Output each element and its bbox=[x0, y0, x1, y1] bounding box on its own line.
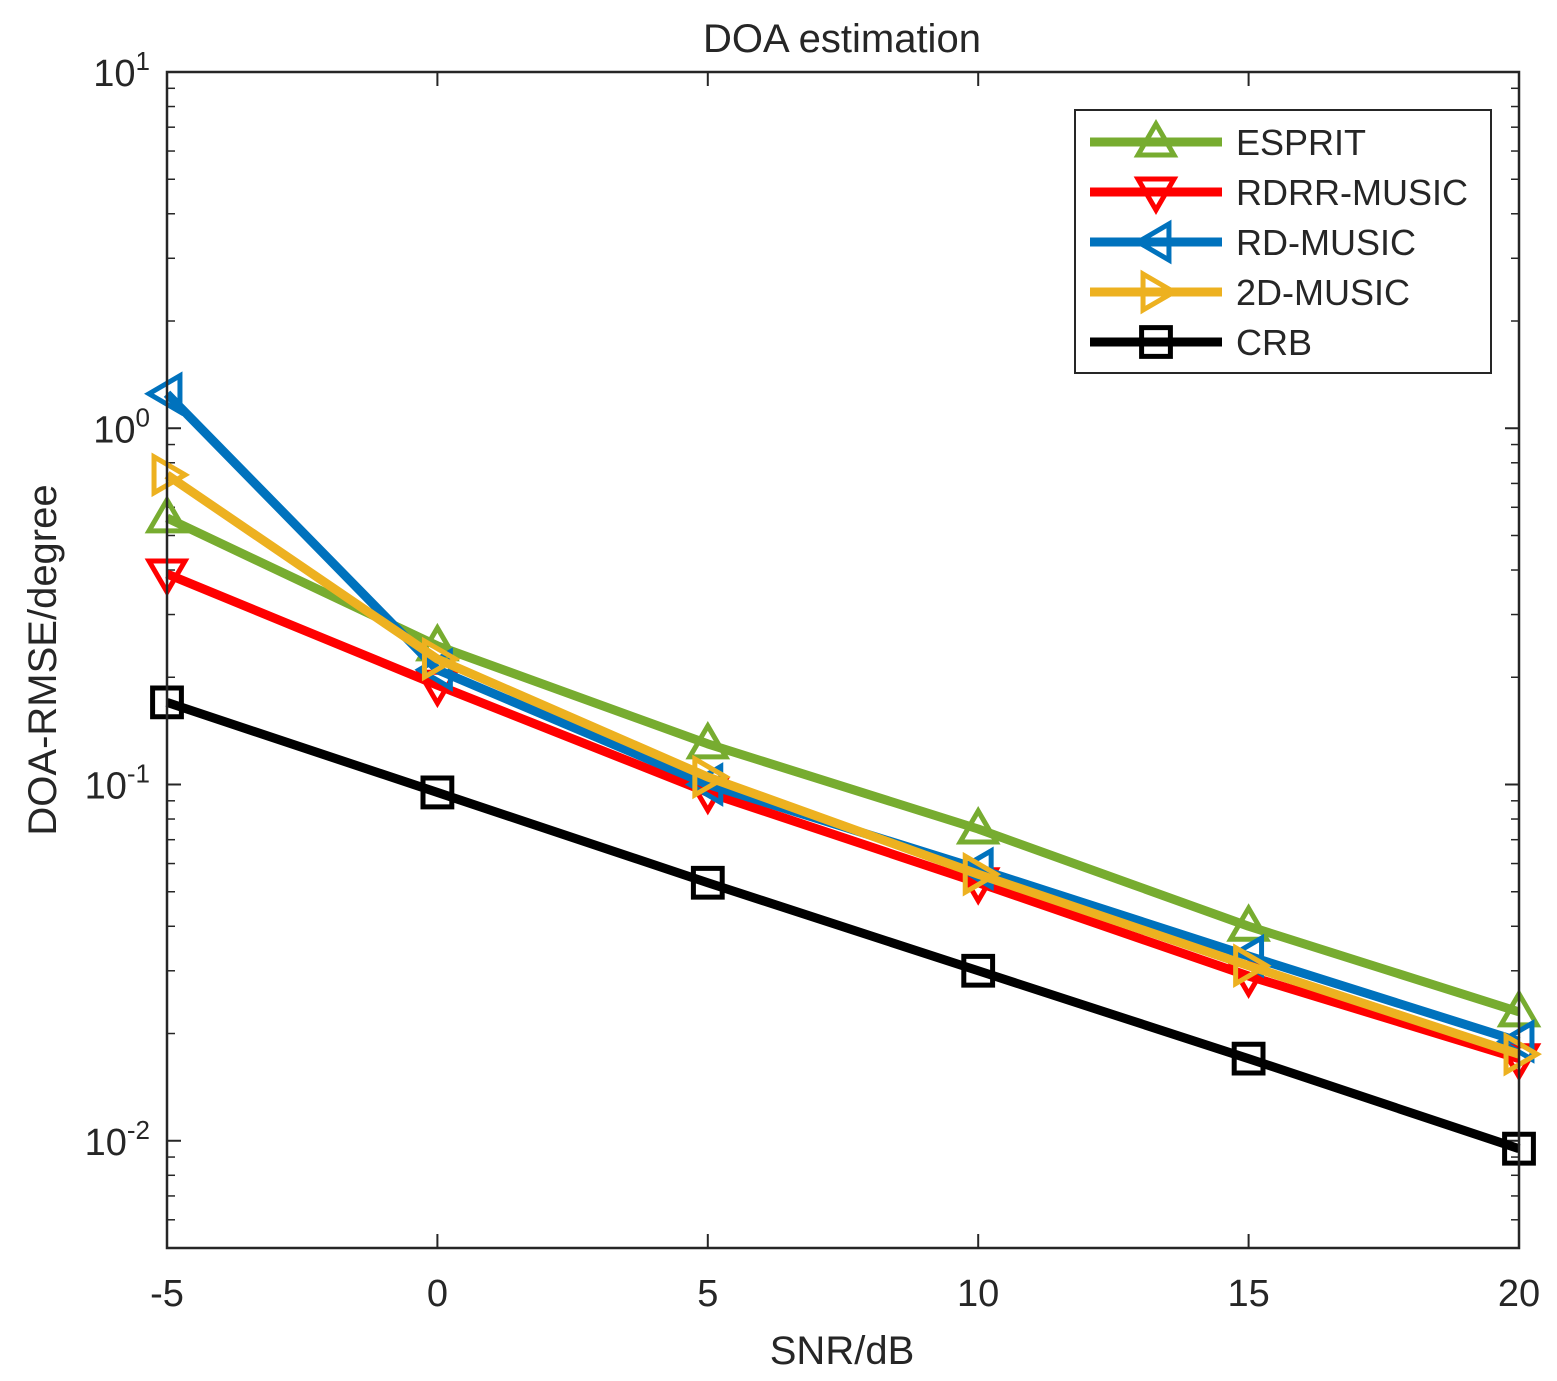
data-point bbox=[150, 685, 184, 720]
data-point bbox=[144, 371, 183, 417]
data-point bbox=[690, 865, 725, 900]
series-line-rdrr-music bbox=[165, 569, 1521, 1063]
data-point bbox=[685, 720, 731, 760]
data-point bbox=[1233, 943, 1272, 989]
series-group bbox=[144, 371, 1542, 1166]
legend-entry-esprit: ESPRIT bbox=[1090, 119, 1366, 163]
data-point bbox=[1231, 1041, 1266, 1076]
legend-entry-2d-music: 2D-MUSIC bbox=[1090, 269, 1410, 315]
series-line-2d-music bbox=[164, 471, 1521, 1059]
data-point bbox=[1503, 1031, 1542, 1077]
legend-marker bbox=[1133, 219, 1172, 265]
data-point bbox=[420, 775, 455, 810]
data-point bbox=[421, 636, 461, 682]
data-point bbox=[1226, 903, 1271, 942]
x-tick-label: 10 bbox=[957, 1273, 999, 1315]
legend-label: CRB bbox=[1236, 322, 1312, 363]
y-tick-label: 100 bbox=[93, 402, 150, 451]
legend-marker bbox=[1139, 325, 1173, 359]
x-tick-label: 15 bbox=[1227, 1273, 1269, 1315]
y-tick-label: 101 bbox=[93, 46, 150, 95]
legend-marker bbox=[1133, 119, 1179, 158]
x-axis-label: SNR/dB bbox=[770, 1329, 915, 1373]
data-point bbox=[1502, 1131, 1536, 1166]
legend-label: ESPRIT bbox=[1236, 122, 1366, 163]
x-tick-labels: -5 0 5 10 15 20 bbox=[150, 1273, 1540, 1315]
x-tick-label: 20 bbox=[1498, 1273, 1540, 1315]
y-tick-label: 10-1 bbox=[85, 759, 150, 808]
legend-label: RD-MUSIC bbox=[1236, 222, 1416, 263]
legend: ESPRIT RDRR-MUSIC RD-MUSIC 2D-MUSIC CRB bbox=[1074, 109, 1492, 374]
legend-entry-rdrr-music: RDRR-MUSIC bbox=[1090, 172, 1468, 215]
series-line-crb bbox=[165, 698, 1521, 1153]
x-tick-label: -5 bbox=[150, 1273, 184, 1315]
data-point bbox=[961, 953, 996, 988]
series-crb bbox=[150, 685, 1536, 1166]
plot-frame bbox=[165, 70, 1521, 1250]
data-point bbox=[151, 452, 190, 498]
legend-label: RDRR-MUSIC bbox=[1236, 172, 1468, 213]
data-point bbox=[962, 851, 1002, 897]
data-point bbox=[692, 754, 731, 800]
x-tick-label: 0 bbox=[427, 1273, 448, 1315]
chart-title: DOA estimation bbox=[703, 17, 981, 61]
legend-label: 2D-MUSIC bbox=[1236, 272, 1410, 313]
y-axis-label: DOA-RMSE/degree bbox=[21, 484, 65, 835]
legend-entry-crb: CRB bbox=[1090, 322, 1312, 363]
legend-marker bbox=[1133, 176, 1179, 215]
x-tick-label: 5 bbox=[697, 1273, 718, 1315]
legend-marker bbox=[1140, 269, 1179, 315]
data-point bbox=[955, 806, 1001, 845]
legend-entry-rd-music: RD-MUSIC bbox=[1090, 219, 1416, 265]
y-tick-labels: 10-2 10-1 100 101 bbox=[85, 46, 150, 1164]
y-tick-label: 10-2 bbox=[85, 1115, 150, 1164]
series-2d-music bbox=[151, 452, 1542, 1077]
